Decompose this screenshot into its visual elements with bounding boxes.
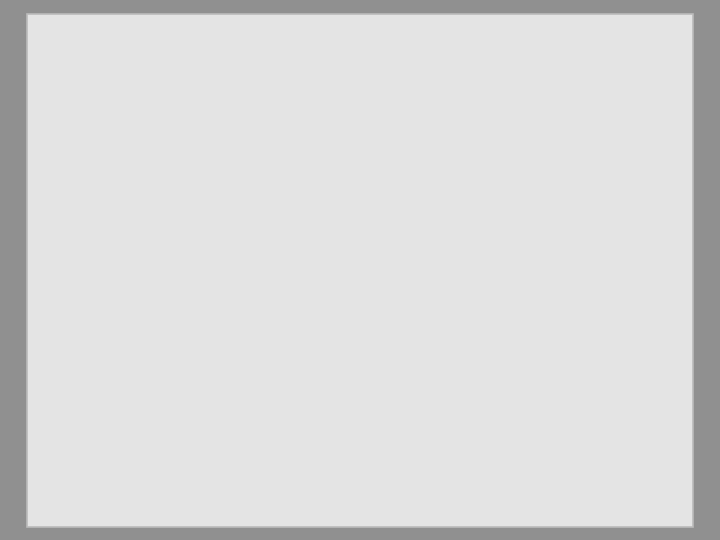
Text: Combine with anions (PTA-) on the acidic side of the pI: Combine with anions (PTA-) on the acidic… xyxy=(134,363,499,376)
Text: •: • xyxy=(53,280,61,293)
Text: •: • xyxy=(91,424,97,437)
Text: Stain pH lower than pI applies positive charge: Stain pH lower than pI applies positive … xyxy=(104,446,411,458)
Text: Isoelectric point (pI) or (IEP): Isoelectric point (pI) or (IEP) xyxy=(71,150,256,163)
Text: Can be time dependent and is not absolute: Can be time dependent and is not absolut… xyxy=(104,213,394,226)
Text: •: • xyxy=(91,321,97,334)
Text: •: • xyxy=(91,182,97,195)
Text: Protein pI: Protein pI xyxy=(71,399,134,411)
Text: •: • xyxy=(120,479,127,492)
Text: •: • xyxy=(120,363,127,376)
Text: Ex. Protein with a pI of 5.0 is negatively charged at pH 7.0 with PTA- which is
: Ex. Protein with a pI of 5.0 is negative… xyxy=(134,479,680,525)
Text: •: • xyxy=(53,399,61,411)
Text: •: • xyxy=(91,244,97,256)
Text: Fixation with glutaraldehyde increases net negative charge: Fixation with glutaraldehyde increases n… xyxy=(104,244,500,256)
Text: •: • xyxy=(120,343,127,356)
Text: Combine (positive stain) with cations (UA+) on the alkaline side of the pI: Combine (positive stain) with cations (U… xyxy=(134,343,621,356)
Text: In general proteins: In general proteins xyxy=(104,321,230,334)
Text: The Effect of the Isoelectric Point
of Protein and Stain: The Effect of the Isoelectric Point of P… xyxy=(108,31,612,95)
Text: •: • xyxy=(91,446,97,458)
Text: The presence of a fixed negative or positive charge influences the deposition of: The presence of a fixed negative or posi… xyxy=(71,280,634,310)
Text: Stain pH greater than pI applies negative charge: Stain pH greater than pI applies negativ… xyxy=(104,424,430,437)
Text: •: • xyxy=(53,150,61,163)
Text: The pH at which a particular molecule or surface carries no net electrical charg: The pH at which a particular molecule or… xyxy=(104,182,642,195)
Text: •: • xyxy=(91,213,97,226)
